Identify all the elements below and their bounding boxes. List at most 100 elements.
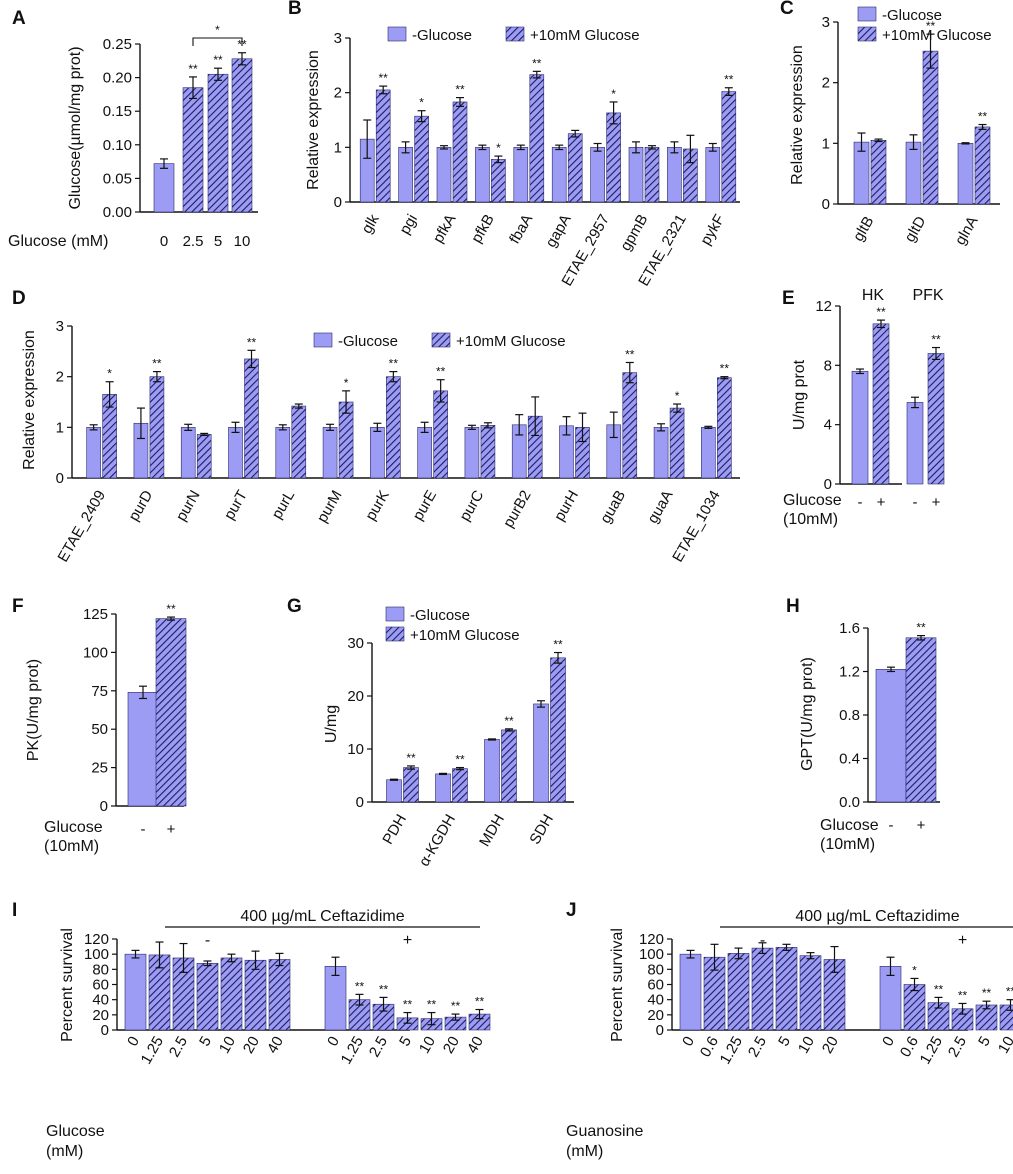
group-label: -	[205, 932, 210, 949]
bar	[701, 427, 716, 479]
significance-label: **	[625, 347, 635, 361]
y-tick-label: 60	[92, 977, 109, 994]
significance-label: **	[926, 19, 936, 33]
y-axis-label: Percent survival	[609, 928, 626, 1042]
bar	[291, 405, 307, 479]
x-category-label: 2.5	[945, 1034, 970, 1061]
x-axis-label-line-1: (10mM)	[783, 511, 838, 528]
bar	[491, 159, 506, 203]
y-tick-label: 75	[91, 683, 108, 700]
bar	[551, 147, 567, 203]
x-category-label: guaB	[597, 488, 629, 527]
bar	[622, 372, 638, 479]
x-category-label: 5	[975, 1034, 994, 1050]
panel-label: D	[12, 288, 26, 309]
x-category-label: 10	[795, 1034, 818, 1057]
x-tick-label: +	[932, 494, 941, 511]
x-category-label: α-KGDH	[416, 812, 459, 870]
x-category-label: pfkA	[430, 212, 460, 246]
y-axis-label: Relative expression	[789, 45, 806, 185]
x-category-label: 0	[124, 1034, 143, 1050]
significance-label: *	[344, 376, 349, 390]
group-label: +	[958, 932, 967, 949]
significance-label: **	[188, 62, 198, 76]
bar	[903, 984, 926, 1031]
x-category-label: 1.25	[717, 1034, 746, 1068]
significance-label: *	[496, 141, 501, 155]
y-axis-label: U/mg prot	[791, 359, 808, 430]
significance-label: *	[215, 23, 220, 37]
bar	[86, 427, 101, 479]
significance-label: **	[355, 979, 365, 993]
x-category-label: 1.25	[338, 1034, 367, 1068]
panel-c: 0 1 2 3 gltB ** gltD ** glnA C Relative expression…	[780, 0, 1000, 248]
panel-label: B	[288, 0, 302, 19]
bar	[875, 669, 907, 803]
x-axis-label-line-0: Guanosine	[566, 1123, 643, 1140]
bar	[180, 427, 196, 479]
x-axis-label-line-1: (10mM)	[44, 838, 99, 855]
panel-g: 0 10 20 30 ** PDH ** α-KGDH ** MDH ** SDH G U/mg -Gluc…	[287, 596, 574, 869]
significance-label: **	[978, 110, 988, 124]
bar	[153, 163, 175, 213]
bar	[906, 402, 924, 485]
x-category-label: purN	[173, 488, 204, 525]
bar	[207, 73, 229, 213]
x-category-label: glk	[358, 211, 383, 237]
y-axis-label: GPT(U/mg prot)	[799, 657, 816, 771]
x-tick-label: -	[858, 494, 863, 511]
bar	[228, 427, 243, 479]
x-category-label: pgi	[396, 212, 421, 238]
y-tick-label: 60	[647, 977, 664, 994]
legend-swatch-neg	[857, 6, 877, 22]
significance-label: *	[675, 389, 680, 403]
y-tick-label: 0.15	[103, 103, 132, 120]
bar	[851, 370, 869, 485]
bar	[475, 147, 490, 203]
legend-swatch-neg	[387, 26, 407, 42]
significance-label: **	[406, 751, 416, 765]
bar	[435, 773, 451, 803]
y-tick-label: 40	[647, 992, 664, 1009]
x-category-label: gpmB	[617, 212, 651, 254]
bar	[653, 427, 669, 479]
significance-label: **	[379, 71, 389, 85]
y-tick-label: 4	[824, 417, 832, 434]
bar	[957, 143, 974, 205]
x-tick-label: -	[141, 821, 146, 838]
significance-label: **	[931, 333, 941, 347]
x-category-label: 0	[160, 233, 168, 250]
y-tick-label: 10	[347, 741, 364, 758]
bar	[905, 637, 937, 803]
group-label: +	[403, 932, 412, 949]
significance-label: **	[213, 53, 223, 67]
bar	[550, 657, 566, 803]
y-tick-label: 0.8	[839, 707, 860, 724]
x-category-label: 10	[234, 233, 251, 250]
bar	[196, 434, 212, 479]
y-axis-label: PK(U/mg prot)	[25, 659, 42, 761]
y-tick-label: 100	[84, 946, 109, 963]
bar	[870, 140, 887, 205]
significance-label: **	[532, 56, 542, 70]
x-category-label: MDH	[476, 812, 508, 850]
significance-label: **	[958, 988, 968, 1002]
x-category-label: guaA	[644, 488, 676, 527]
bar	[484, 739, 500, 803]
y-axis-label: U/mg	[323, 705, 340, 743]
y-tick-label: 2	[334, 85, 342, 102]
bar	[127, 692, 159, 807]
bar	[751, 947, 774, 1031]
significance-label: **	[982, 986, 992, 1000]
y-tick-label: 50	[91, 721, 108, 738]
x-category-label: 40	[464, 1034, 487, 1057]
significance-label: **	[379, 982, 389, 996]
y-tick-label: 80	[647, 961, 664, 978]
x-category-label: gapA	[542, 212, 574, 251]
x-axis-label-line-1: (10mM)	[820, 836, 875, 853]
legend-label-neg: -Glucose	[412, 27, 472, 44]
y-tick-label: 0.4	[839, 751, 860, 768]
significance-label: *	[419, 96, 424, 110]
bar	[974, 126, 991, 205]
